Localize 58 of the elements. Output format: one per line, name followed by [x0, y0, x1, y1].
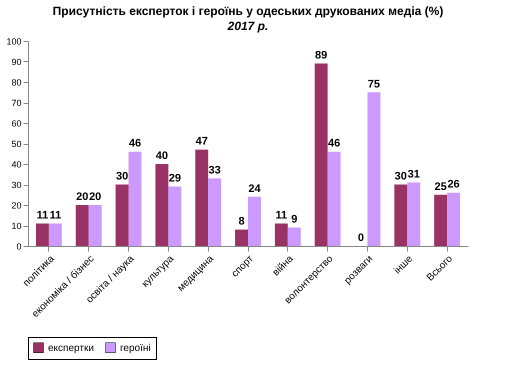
legend-label: героїні: [120, 342, 151, 354]
data-label: 75: [368, 78, 380, 90]
bar: [314, 64, 328, 246]
y-tick-label: 20: [11, 200, 22, 210]
y-tick-label: 90: [11, 57, 22, 67]
data-label: 20: [76, 191, 88, 203]
data-label: 9: [291, 214, 298, 226]
data-label: 11: [50, 209, 62, 222]
data-label: 0: [358, 232, 364, 244]
bar: [394, 184, 408, 246]
bar: [288, 228, 301, 246]
bar: [88, 205, 102, 246]
data-label: 47: [196, 136, 208, 148]
y-tick-label: 50: [11, 139, 22, 149]
bar: [116, 184, 129, 246]
bar: [36, 223, 49, 246]
bar: [407, 182, 420, 246]
data-label: 26: [447, 178, 460, 191]
data-label: 25: [434, 180, 447, 193]
legend-label: експертки: [48, 342, 94, 354]
data-label: 11: [276, 209, 288, 222]
y-tick-label: 80: [11, 78, 22, 88]
data-label: 31: [408, 168, 420, 180]
data-label: 11: [36, 209, 48, 222]
data-label: 40: [156, 150, 168, 162]
bar: [128, 152, 142, 246]
y-tick-label: 60: [11, 118, 22, 128]
data-label: 24: [248, 182, 262, 195]
bar: [248, 196, 261, 246]
bar: [447, 192, 460, 246]
data-label: 29: [168, 172, 181, 185]
data-label: 30: [394, 170, 407, 182]
y-tick-label: 30: [11, 180, 22, 190]
y-tick-label: 40: [11, 160, 22, 170]
bar: [155, 164, 168, 246]
y-tick-label: 70: [11, 98, 22, 108]
chart-title: Присутність експерток і героїнь у одеських друкованих медіа (%): [52, 4, 444, 18]
y-tick-label: 0: [16, 242, 22, 252]
chart-subtitle: 2017 р.: [226, 19, 268, 33]
bar: [434, 194, 448, 246]
data-label: 8: [238, 216, 245, 228]
bar: [168, 186, 182, 246]
bar: [235, 230, 248, 246]
y-tick-label: 100: [6, 36, 22, 46]
bar: [208, 178, 222, 246]
y-tick-label: 10: [11, 221, 22, 231]
data-label: 89: [315, 50, 328, 62]
data-label: 46: [328, 138, 340, 150]
bar: [328, 152, 341, 246]
data-label: 46: [128, 138, 142, 150]
bar: [48, 223, 62, 246]
data-label: 33: [208, 164, 221, 176]
bar: [76, 205, 89, 246]
bar: [195, 150, 208, 246]
data-label: 20: [89, 191, 102, 203]
bar: [274, 223, 288, 246]
bar: [367, 92, 380, 246]
data-label: 30: [116, 170, 128, 182]
